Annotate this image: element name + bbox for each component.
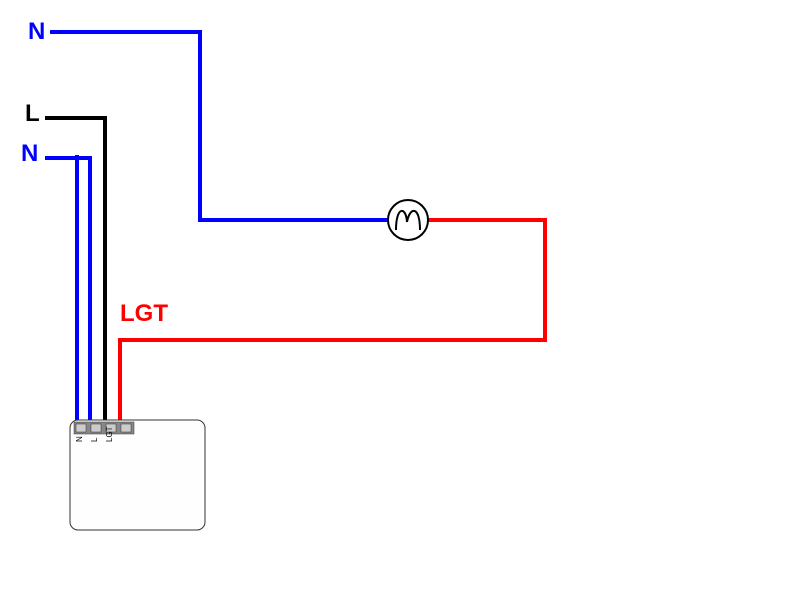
- neutral-top-wire: [50, 32, 388, 220]
- label-live: L: [25, 100, 40, 128]
- terminal-label: LGT: [105, 426, 114, 442]
- lgt-wire: [120, 220, 545, 422]
- terminal-label: N: [75, 436, 84, 442]
- label-neutral-top: N: [28, 18, 45, 46]
- module-box: N L LGT: [70, 420, 205, 530]
- lamp-symbol: [388, 200, 428, 240]
- label-lgt: LGT: [120, 300, 168, 328]
- terminal-label: L: [90, 437, 99, 442]
- label-neutral-mid: N: [21, 140, 38, 168]
- wiring-diagram: NLLGT N L N LGT: [0, 0, 800, 600]
- wires-group: [45, 32, 545, 422]
- neutral-mid-wire: [45, 158, 90, 422]
